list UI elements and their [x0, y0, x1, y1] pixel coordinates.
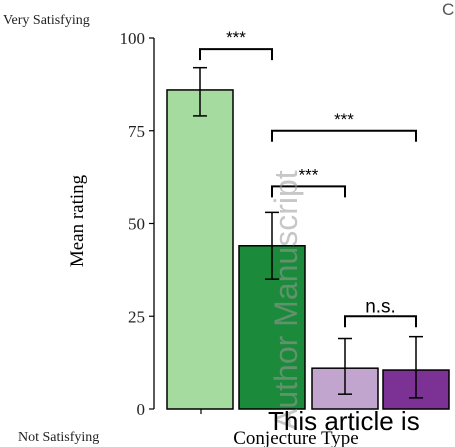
significance-label: *** — [226, 28, 246, 47]
significance-bracket — [199, 48, 273, 61]
y-tick-label: 0 — [137, 400, 146, 419]
scale-bottom-label: Not Satisfying — [18, 430, 99, 445]
bar — [166, 89, 234, 410]
watermark-corner: C — [442, 0, 454, 19]
significance-label: *** — [299, 165, 319, 184]
x-axis-label: Conjecture Type — [233, 428, 358, 447]
watermark-vertical: Author Manuscript — [268, 170, 304, 430]
significance-label: *** — [334, 110, 354, 129]
bars-layer — [166, 89, 450, 410]
y-tick-label: 100 — [120, 29, 146, 48]
significance-bracket — [271, 129, 417, 142]
significance-bracket — [271, 185, 346, 198]
y-tick-label: 75 — [128, 122, 145, 141]
significance-layer: *** *** *** n.s. — [199, 28, 417, 328]
error-bars-layer — [193, 66, 423, 399]
y-ticks-layer: 0 25 50 75 100 — [120, 29, 154, 419]
watermark-bottom: This article is — [268, 406, 420, 436]
significance-label: n.s. — [365, 296, 396, 317]
y-axis-label: Mean rating — [67, 174, 88, 267]
scale-top-label: Very Satisfying — [3, 13, 90, 28]
significance-bracket — [344, 315, 417, 328]
y-tick-label: 25 — [128, 307, 145, 326]
y-tick-label: 50 — [128, 215, 145, 234]
